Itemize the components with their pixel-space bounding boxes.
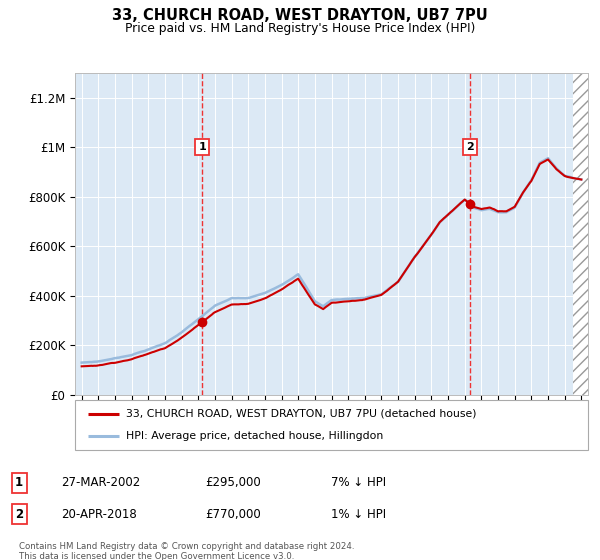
Text: 33, CHURCH ROAD, WEST DRAYTON, UB7 7PU (detached house): 33, CHURCH ROAD, WEST DRAYTON, UB7 7PU (… bbox=[127, 409, 477, 419]
FancyBboxPatch shape bbox=[75, 400, 588, 450]
Text: 7% ↓ HPI: 7% ↓ HPI bbox=[331, 476, 386, 489]
Text: 1: 1 bbox=[15, 476, 23, 489]
Text: 1% ↓ HPI: 1% ↓ HPI bbox=[331, 507, 386, 521]
Text: £295,000: £295,000 bbox=[205, 476, 261, 489]
Text: 2: 2 bbox=[15, 507, 23, 521]
Text: 20-APR-2018: 20-APR-2018 bbox=[61, 507, 137, 521]
Bar bbox=[573, 73, 588, 395]
Text: 1: 1 bbox=[198, 142, 206, 152]
Text: £770,000: £770,000 bbox=[205, 507, 261, 521]
Text: Contains HM Land Registry data © Crown copyright and database right 2024.
This d: Contains HM Land Registry data © Crown c… bbox=[19, 542, 355, 560]
Text: 27-MAR-2002: 27-MAR-2002 bbox=[61, 476, 140, 489]
Text: 2: 2 bbox=[466, 142, 473, 152]
Text: Price paid vs. HM Land Registry's House Price Index (HPI): Price paid vs. HM Land Registry's House … bbox=[125, 22, 475, 35]
Text: HPI: Average price, detached house, Hillingdon: HPI: Average price, detached house, Hill… bbox=[127, 431, 383, 441]
Text: 33, CHURCH ROAD, WEST DRAYTON, UB7 7PU: 33, CHURCH ROAD, WEST DRAYTON, UB7 7PU bbox=[112, 8, 488, 23]
